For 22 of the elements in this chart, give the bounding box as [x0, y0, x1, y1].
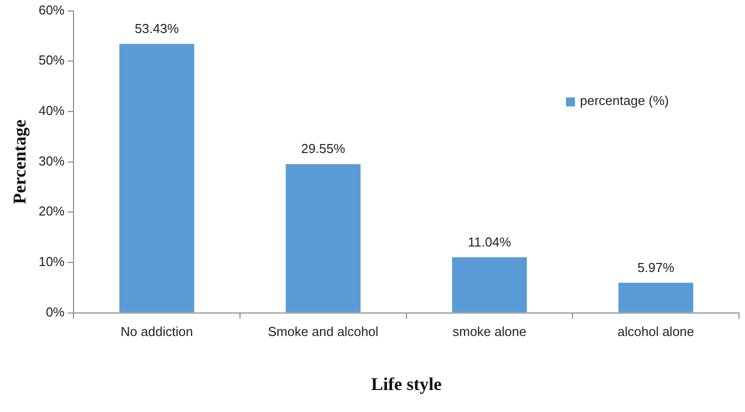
bar	[286, 164, 361, 312]
bar	[618, 282, 694, 312]
data-label: 11.04%	[468, 234, 512, 250]
y-tick-label: 50%	[38, 52, 66, 68]
y-axis-title: Percentage	[9, 119, 30, 204]
y-tick-label: 20%	[38, 204, 66, 219]
data-label: 5.97%	[637, 260, 675, 275]
bar	[119, 44, 194, 312]
x-tick-label: Smoke and alcohol	[268, 324, 379, 340]
data-label: 29.55%	[301, 141, 346, 156]
bar	[452, 257, 527, 312]
y-tick-label: 40%	[38, 103, 66, 118]
x-tick-label: smoke alone	[452, 324, 526, 340]
x-tick-label: alcohol alone	[618, 324, 694, 340]
y-tick-label: 60%	[38, 2, 66, 18]
data-label: 53.43%	[134, 20, 180, 36]
x-tick-label: No addiction	[120, 324, 193, 340]
y-tick-label: 10%	[38, 254, 66, 270]
y-tick-label: 30%	[38, 153, 66, 168]
x-axis-title: Life style	[371, 374, 442, 394]
y-tick-label: 0%	[46, 304, 66, 320]
legend-label: percentage (%)	[580, 92, 669, 108]
